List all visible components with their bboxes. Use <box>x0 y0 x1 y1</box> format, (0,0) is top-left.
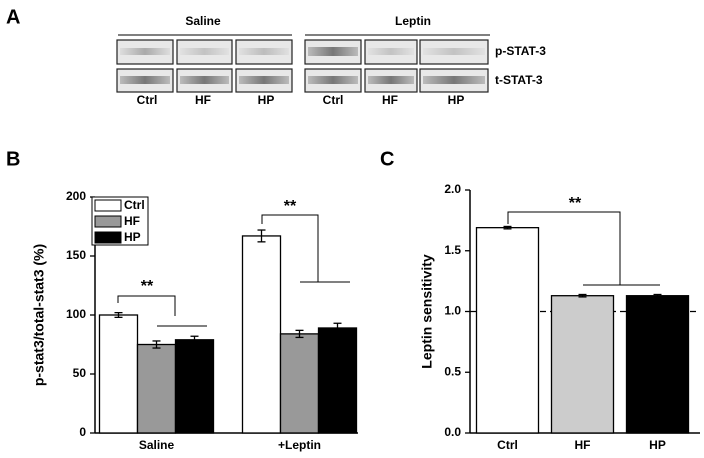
y-tick-label: 200 <box>66 189 86 203</box>
blot <box>116 39 489 93</box>
x-tick-label: HP <box>649 438 666 452</box>
lane-label: HP <box>258 93 275 107</box>
y-tick-label: 1.0 <box>444 304 461 318</box>
bar <box>136 343 177 434</box>
panel-label: C <box>380 148 394 170</box>
x-tick-label: HF <box>575 438 591 452</box>
legend-label: HF <box>124 214 140 228</box>
panel-label: B <box>6 148 20 170</box>
bar <box>625 295 690 434</box>
lane-label: HF <box>382 93 398 107</box>
y-tick-label: 2.0 <box>444 182 461 196</box>
y-tick-label: 150 <box>66 248 86 262</box>
row-label: p-STAT-3 <box>495 44 546 58</box>
y-tick-label: 0.5 <box>444 364 461 378</box>
significance-bracket <box>261 214 350 283</box>
y-tick-label: 100 <box>66 307 86 321</box>
bar <box>550 295 615 434</box>
lane-label: Ctrl <box>137 93 158 107</box>
lane-label: HF <box>195 93 211 107</box>
group-label: Leptin <box>395 14 431 28</box>
significance: ** <box>569 195 582 212</box>
x-tick-label: Saline <box>139 438 175 452</box>
y-tick-label: 0.0 <box>444 425 461 439</box>
y-tick-label: 1.5 <box>444 243 461 257</box>
bar <box>98 314 139 434</box>
legend-label: Ctrl <box>124 198 145 212</box>
y-axis-label: Leptin sensitivity <box>419 254 435 369</box>
bar <box>279 333 320 434</box>
panel-label: A <box>6 6 20 28</box>
legend-swatch <box>94 215 122 228</box>
bar <box>174 339 215 434</box>
legend-label: HP <box>124 230 141 244</box>
significance-bracket <box>507 211 660 286</box>
significance: ** <box>284 198 297 215</box>
x-tick-label: +Leptin <box>278 438 321 452</box>
y-tick-label: 50 <box>73 366 87 380</box>
legend-swatch <box>94 199 122 212</box>
bar <box>317 327 358 434</box>
significance: ** <box>141 278 154 295</box>
lane-label: Ctrl <box>323 93 344 107</box>
y-tick-label: 0 <box>79 425 86 439</box>
significance-bracket <box>117 295 207 327</box>
y-axis-label: p-stat3/total-stat3 (%) <box>31 244 47 386</box>
row-label: t-STAT-3 <box>495 73 543 87</box>
bar <box>241 235 282 434</box>
bar <box>475 227 540 434</box>
lane-label: HP <box>448 93 465 107</box>
legend-swatch <box>94 231 122 244</box>
group-label: Saline <box>185 14 221 28</box>
x-tick-label: Ctrl <box>497 438 518 452</box>
